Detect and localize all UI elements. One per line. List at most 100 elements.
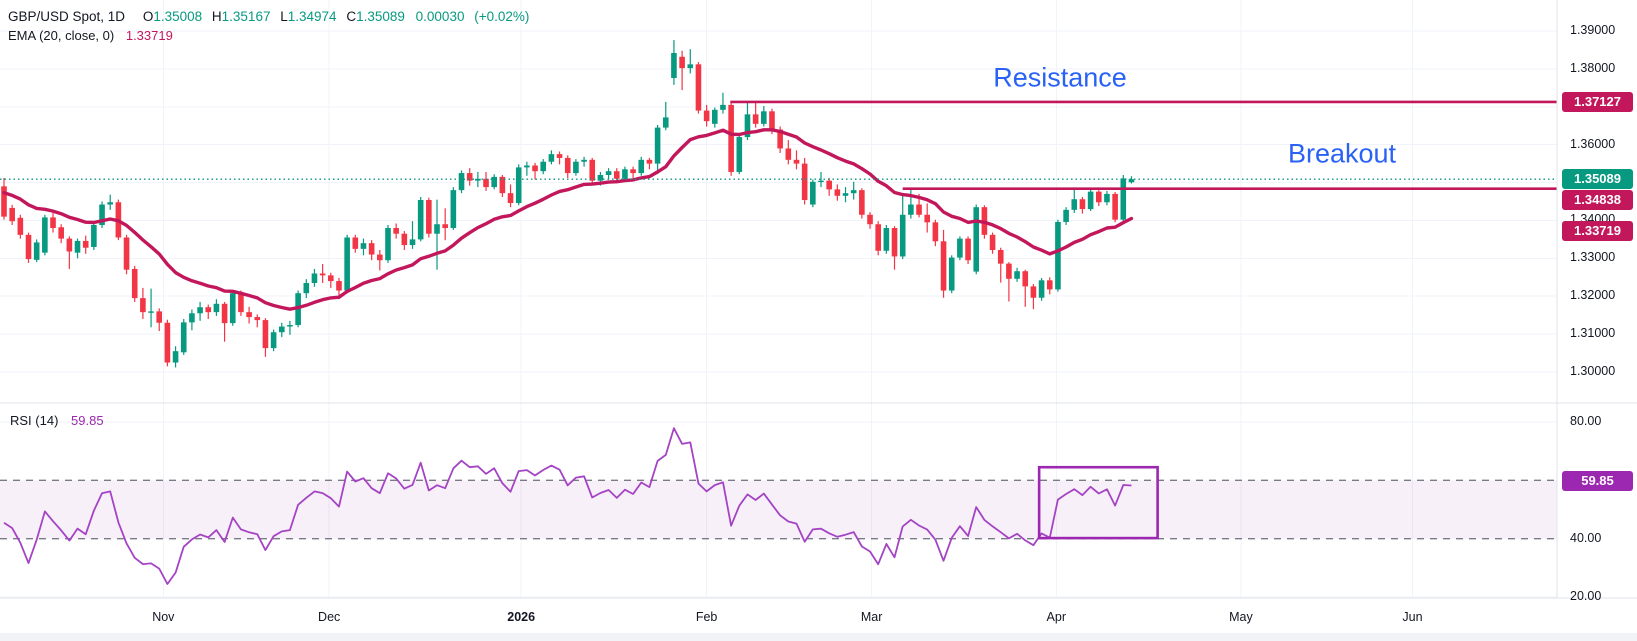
candle-body bbox=[924, 214, 931, 223]
candle-body bbox=[1006, 263, 1012, 279]
close-value: 1.35089 bbox=[356, 9, 405, 24]
candle-body bbox=[638, 159, 645, 174]
candle-body bbox=[213, 303, 220, 313]
candle-body bbox=[891, 228, 898, 257]
symbol-legend[interactable]: GBP/USD Spot, 1D O1.35008 H1.35167 L1.34… bbox=[8, 9, 529, 24]
candle-body bbox=[597, 174, 604, 181]
candle-body bbox=[205, 307, 212, 313]
candle-body bbox=[483, 178, 489, 188]
candle-body bbox=[393, 228, 399, 234]
candle-body bbox=[573, 161, 579, 174]
candle-body bbox=[1063, 209, 1069, 222]
candle-body bbox=[850, 190, 857, 194]
rsi-axis-label: 80.00 bbox=[1570, 414, 1602, 428]
candle-body bbox=[883, 228, 890, 251]
candle-body bbox=[564, 157, 571, 174]
candle-body bbox=[744, 114, 751, 138]
candle-body bbox=[466, 173, 473, 181]
candle-body bbox=[123, 237, 130, 270]
candle-body bbox=[287, 325, 293, 327]
candle-body bbox=[948, 257, 955, 291]
candle-body bbox=[442, 224, 448, 229]
candle-body bbox=[74, 240, 81, 253]
candle-body bbox=[1038, 280, 1045, 298]
candle-body bbox=[1046, 280, 1053, 290]
candle-body bbox=[344, 237, 350, 291]
candle-body bbox=[695, 64, 702, 111]
candle-body bbox=[662, 117, 669, 128]
candle-body bbox=[630, 169, 636, 174]
close-key: C bbox=[346, 9, 357, 24]
candle-body bbox=[409, 239, 416, 246]
candle-body bbox=[1055, 221, 1061, 290]
candle-body bbox=[491, 176, 497, 188]
candle-body bbox=[164, 322, 171, 363]
candle-body bbox=[270, 332, 277, 349]
candle-body bbox=[711, 109, 718, 124]
candle-body bbox=[434, 224, 440, 234]
candle-body bbox=[793, 159, 800, 164]
resistance-annotation-text[interactable]: Resistance bbox=[993, 62, 1127, 93]
symbol-title[interactable]: GBP/USD Spot, 1D bbox=[8, 9, 126, 24]
candle-body bbox=[25, 234, 32, 260]
candle-body bbox=[499, 176, 506, 194]
price-axis-label: 1.32000 bbox=[1570, 288, 1616, 303]
open-key: O bbox=[142, 9, 154, 24]
candle-body bbox=[417, 199, 424, 240]
candle-body bbox=[720, 104, 726, 110]
candle-body bbox=[679, 56, 685, 69]
candle-body bbox=[131, 268, 138, 299]
candle-body bbox=[581, 159, 587, 162]
rsi-breakout-box[interactable] bbox=[1037, 465, 1159, 540]
time-axis-label: Nov bbox=[152, 610, 175, 624]
bottom-strip[interactable] bbox=[0, 633, 1637, 641]
rsi-axis-label: 20.00 bbox=[1570, 589, 1602, 603]
candle-body bbox=[66, 238, 73, 252]
breakout-annotation-text[interactable]: Breakout bbox=[1287, 138, 1397, 169]
candle-body bbox=[515, 167, 522, 204]
price-axis-label: 1.36000 bbox=[1570, 136, 1616, 151]
rsi-legend[interactable]: RSI (14) 59.85 bbox=[10, 413, 104, 428]
low-value: 1.34974 bbox=[287, 9, 337, 24]
time-axis-label: Jun bbox=[1402, 610, 1423, 624]
candle-body bbox=[450, 190, 457, 229]
candle-body bbox=[352, 237, 359, 249]
candle-body bbox=[278, 326, 285, 333]
candle-body bbox=[17, 217, 24, 235]
candle-body bbox=[189, 313, 195, 323]
candle-body bbox=[826, 180, 832, 190]
candle-body bbox=[385, 228, 391, 261]
candle-body bbox=[1079, 199, 1086, 210]
candle-body bbox=[140, 298, 146, 313]
candle-body bbox=[736, 137, 743, 172]
candle-body bbox=[703, 110, 710, 122]
candle-body bbox=[769, 111, 775, 130]
candle-body bbox=[671, 52, 677, 78]
candle-body bbox=[761, 111, 767, 124]
candle-body bbox=[777, 129, 783, 149]
candle-body bbox=[859, 190, 865, 215]
candle-body bbox=[156, 311, 163, 323]
candle-body bbox=[1, 186, 7, 217]
time-axis-label: Mar bbox=[860, 610, 883, 624]
candle-body bbox=[1128, 179, 1135, 183]
ema-price-badge: 1.33719 bbox=[1562, 221, 1633, 242]
candle-body bbox=[507, 193, 514, 204]
ema-legend[interactable]: EMA (20, close, 0) 1.33719 bbox=[8, 28, 173, 43]
high-value: 1.35167 bbox=[221, 9, 271, 24]
candle-body bbox=[973, 207, 980, 272]
candle-body bbox=[33, 242, 40, 260]
time-axis-label: Dec bbox=[318, 610, 341, 624]
candle-body bbox=[50, 217, 56, 229]
candle-body bbox=[818, 180, 824, 183]
candle-body bbox=[940, 241, 947, 291]
candle-body bbox=[246, 312, 252, 318]
price-axis-label: 1.33000 bbox=[1570, 250, 1616, 265]
candle-body bbox=[1022, 271, 1029, 287]
candle-body bbox=[1095, 191, 1102, 203]
candle-body bbox=[180, 322, 187, 353]
candle-body bbox=[548, 154, 555, 162]
candle-body bbox=[810, 181, 816, 205]
open-value: 1.35008 bbox=[153, 9, 203, 24]
